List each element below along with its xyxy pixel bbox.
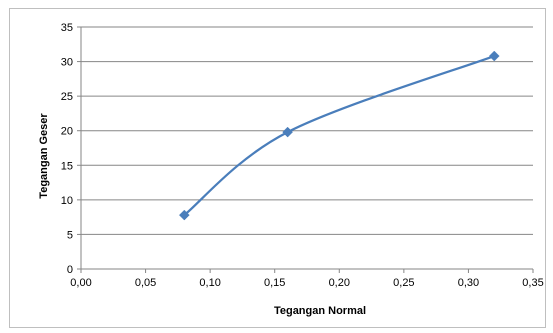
- data-point-marker: [178, 209, 190, 221]
- x-tick-label: 0,35: [522, 277, 543, 289]
- x-axis-title: Tegangan Normal: [274, 305, 366, 317]
- y-tick-label: 30: [61, 57, 73, 69]
- axes: [77, 26, 534, 273]
- y-tick-label: 35: [61, 22, 73, 34]
- x-tick-label: 0,00: [70, 277, 91, 289]
- y-tick-label: 10: [61, 195, 73, 207]
- series-line: [183, 54, 495, 216]
- x-tick-label: 0,05: [135, 277, 156, 289]
- x-tick-label: 0,25: [393, 277, 414, 289]
- y-axis-title: Tegangan Geser: [38, 113, 50, 199]
- tick-labels: 0 5 10 15 20 25 30 35 0,00 0,05 0,10 0,15 0,20 0,25 0,…: [61, 22, 544, 289]
- data-point-marker: [488, 50, 500, 62]
- x-tick-label: 0,20: [329, 277, 350, 289]
- y-tick-label: 25: [61, 91, 73, 103]
- y-tick-label: 5: [67, 229, 73, 241]
- y-tick-label: 0: [67, 264, 73, 276]
- x-tick-label: 0,30: [458, 277, 479, 289]
- data-point-marker: [282, 126, 293, 138]
- y-tick-label: 20: [61, 126, 73, 138]
- x-tick-label: 0,15: [264, 277, 285, 289]
- y-tick-label: 15: [61, 160, 73, 172]
- gridlines: [81, 26, 533, 235]
- series-layer: [178, 50, 500, 221]
- x-tick-label: 0,10: [199, 277, 220, 289]
